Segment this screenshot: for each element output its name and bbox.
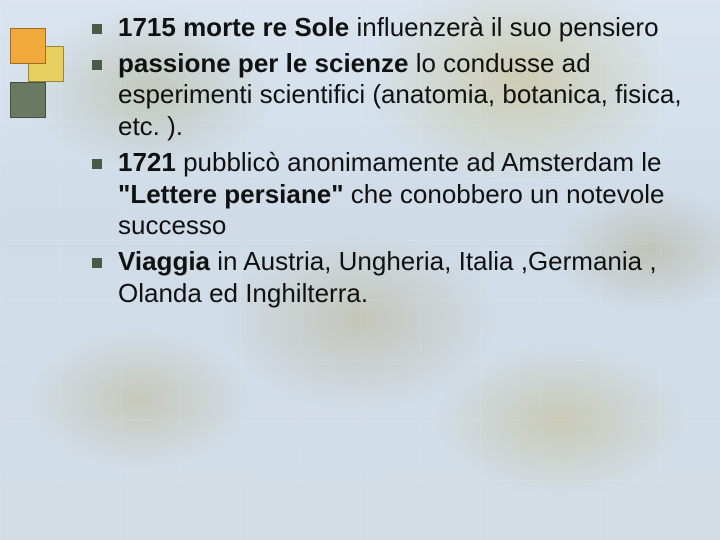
body-text: influenzerà il suo pensiero: [349, 12, 658, 42]
corner-decoration: [0, 28, 72, 138]
deco-square-orange: [10, 28, 46, 64]
list-item: 1715 morte re Sole influenzerà il suo pe…: [78, 12, 692, 44]
list-item: passione per le scienze lo condusse ad e…: [78, 48, 692, 143]
bold-text: Viaggia: [118, 246, 210, 276]
bold-text: passione per le scienze: [118, 48, 408, 78]
list-item: Viaggia in Austria, Ungheria, Italia ,Ge…: [78, 246, 692, 309]
bold-text: 1721: [118, 147, 176, 177]
body-text: pubblicò anonimamente ad Amsterdam le: [176, 147, 662, 177]
bullet-list: 1715 morte re Sole influenzerà il suo pe…: [78, 12, 692, 309]
bold-text: "Lettere persiane": [118, 179, 344, 209]
deco-square-olive: [10, 82, 46, 118]
bold-text: 1715 morte re Sole: [118, 12, 349, 42]
list-item: 1721 pubblicò anonimamente ad Amsterdam …: [78, 147, 692, 242]
slide-content: 1715 morte re Sole influenzerà il suo pe…: [78, 12, 692, 313]
